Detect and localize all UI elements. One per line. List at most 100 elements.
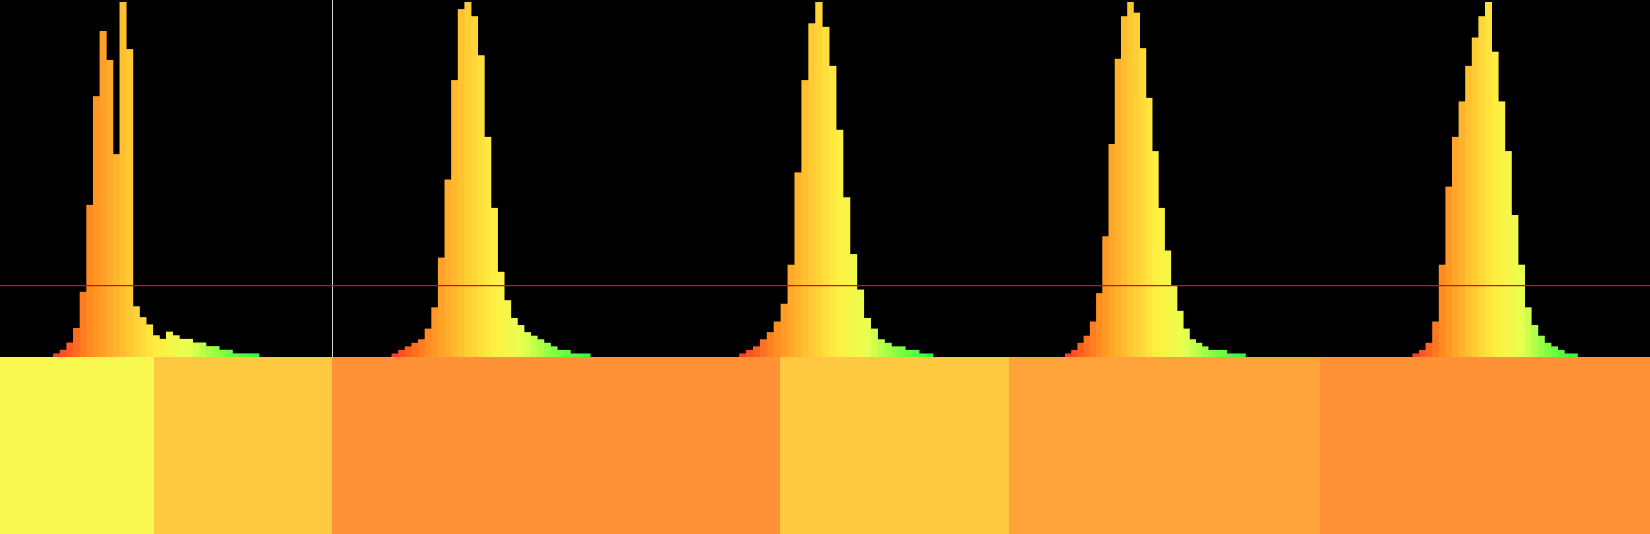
histogram-bar [1564, 353, 1572, 357]
histogram-bar [1152, 151, 1159, 357]
histogram-bar [1189, 339, 1196, 357]
color-swatch [1009, 357, 1320, 534]
histogram-bar [471, 16, 479, 357]
histogram-bar [925, 353, 934, 357]
histogram-bar [225, 349, 233, 357]
histogram-bar [504, 300, 512, 357]
histogram-bar [444, 179, 452, 357]
color-swatch [1320, 357, 1650, 534]
histogram-bar [863, 317, 871, 357]
histogram-bar [92, 96, 100, 357]
histogram-bar [232, 353, 240, 357]
histogram-bar [1239, 353, 1246, 357]
histogram-bar [1108, 144, 1116, 357]
histogram-bar [576, 353, 584, 357]
histogram-bar [1518, 264, 1525, 357]
histogram-bar [1531, 325, 1539, 357]
histogram-bar [497, 271, 505, 357]
histogram-bar [477, 55, 485, 357]
histogram-bar [126, 49, 134, 357]
histogram-bar [404, 346, 412, 357]
histogram-bar [570, 353, 578, 357]
histogram-bar [1498, 101, 1506, 357]
histogram-bar [146, 324, 154, 357]
histogram-bar [1201, 346, 1209, 357]
histogram-bar [152, 335, 160, 357]
histogram-bar [1083, 335, 1091, 357]
histogram-bar [1485, 2, 1492, 357]
histogram-bar [464, 2, 472, 357]
histogram-bar [1064, 353, 1072, 357]
histogram-bar [1570, 353, 1578, 357]
histogram-bar [132, 306, 140, 357]
histogram-bar [583, 353, 591, 357]
histogram-bar [1491, 51, 1499, 357]
histogram-bar [1504, 151, 1512, 357]
histogram-bar [884, 342, 892, 357]
histogram-bar [1102, 236, 1109, 357]
histogram-bar [1089, 321, 1097, 357]
histogram-bar [1425, 342, 1433, 357]
histogram-bar [510, 317, 518, 357]
histograms-plot [0, 0, 1650, 357]
histogram-bar [53, 353, 61, 357]
histogram-bar [836, 129, 844, 357]
histogram-bar [1183, 328, 1190, 357]
histogram-bar [245, 353, 253, 357]
histogram-bar [192, 342, 200, 357]
histogram-bar [1170, 286, 1178, 357]
histogram-bar [437, 257, 445, 357]
histogram-bar [1544, 342, 1552, 357]
histogram-bar [1139, 48, 1147, 357]
histogram-bar [1432, 321, 1440, 357]
histogram-bar [1551, 346, 1558, 357]
histogram-bar [484, 136, 492, 357]
histogram-bar [829, 65, 837, 357]
histogram-bar [1214, 349, 1221, 357]
color-swatch [332, 357, 663, 534]
histogram-bar [905, 349, 913, 357]
histogram-bar [86, 204, 94, 357]
histogram-bar [1524, 307, 1532, 357]
histogram-bar [490, 207, 498, 357]
histogram-bar [530, 335, 538, 357]
histogram-bar [1465, 65, 1473, 357]
color-swatch-strip [0, 357, 1650, 534]
histogram-bar [1537, 335, 1545, 357]
histogram-bar [557, 349, 565, 357]
panel-4-histogram [1064, 2, 1246, 357]
color-swatch [0, 357, 155, 534]
histogram-bar [172, 335, 180, 357]
histogram-bar [773, 321, 782, 357]
histogram-bar [411, 342, 419, 357]
color-swatch [663, 357, 781, 534]
histogram-bar [1195, 342, 1203, 357]
histogram-bar [842, 197, 851, 357]
histogram-bar [59, 349, 67, 357]
histogram-bar [166, 331, 174, 357]
histogram-bar [159, 338, 167, 357]
histogram-bar [1145, 97, 1153, 357]
histogram-bar [1176, 310, 1184, 357]
histogram-bar [1557, 349, 1565, 357]
histogram-bar [794, 172, 802, 357]
histogram-bar [1071, 349, 1078, 357]
histogram-bar [1220, 349, 1228, 357]
histogram-bar [1158, 207, 1165, 357]
histogram-bar [418, 339, 426, 357]
histogram-bar [1438, 264, 1446, 357]
panel-2-histogram [391, 2, 591, 357]
panel-3-histogram [739, 2, 934, 357]
histogram-bar [849, 254, 858, 357]
histogram-bar [112, 154, 120, 357]
histogram-bar [199, 342, 207, 357]
histogram-bar [1445, 186, 1453, 357]
histogram-bar [759, 339, 768, 357]
histogram-bar [66, 342, 74, 357]
histogram-bar [212, 346, 220, 357]
histogram-bar [1127, 2, 1134, 357]
histogram-bar [550, 346, 558, 357]
histogram-bar [563, 349, 571, 357]
histogram-bar [1226, 353, 1234, 357]
histogram-bar [205, 346, 213, 357]
